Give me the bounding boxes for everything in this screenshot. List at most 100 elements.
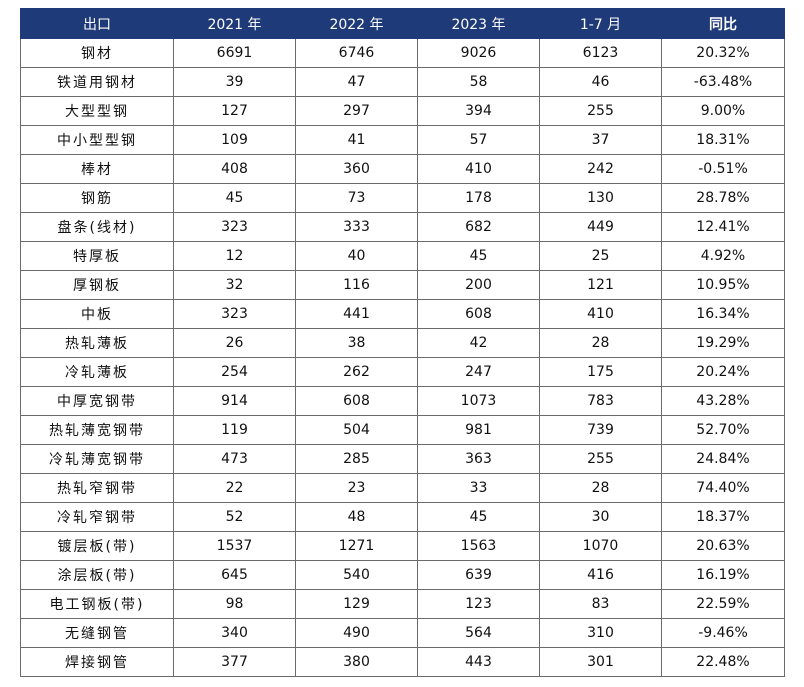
- table-row: 镀层板(带) 1537 1271 1563 1070 20.63%: [20, 531, 785, 561]
- cell-jan-jul: 46: [539, 67, 662, 97]
- table-row: 热轧薄板 26 38 42 28 19.29%: [20, 328, 785, 358]
- cell-product: 电工钢板(带): [20, 589, 174, 619]
- cell-jan-jul: 783: [539, 386, 662, 416]
- cell-product: 大型型钢: [20, 96, 174, 126]
- cell-2023: 178: [417, 183, 540, 213]
- cell-jan-jul: 255: [539, 96, 662, 126]
- cell-2021: 408: [173, 154, 296, 184]
- cell-product: 冷轧窄钢带: [20, 502, 174, 532]
- cell-2022: 504: [295, 415, 418, 445]
- cell-product: 厚钢板: [20, 270, 174, 300]
- cell-jan-jul: 242: [539, 154, 662, 184]
- cell-2023: 443: [417, 647, 540, 677]
- cell-2022: 23: [295, 473, 418, 503]
- cell-yoy: 28.78%: [661, 183, 785, 213]
- cell-2022: 333: [295, 212, 418, 242]
- cell-2021: 127: [173, 96, 296, 126]
- cell-product: 冷轧薄板: [20, 357, 174, 387]
- cell-2023: 682: [417, 212, 540, 242]
- cell-2021: 22: [173, 473, 296, 503]
- cell-2023: 247: [417, 357, 540, 387]
- table-row: 大型型钢 127 297 394 255 9.00%: [20, 96, 785, 126]
- cell-product: 热轧窄钢带: [20, 473, 174, 503]
- cell-product: 热轧薄板: [20, 328, 174, 358]
- table-row: 中小型型钢 109 41 57 37 18.31%: [20, 125, 785, 155]
- table-row: 厚钢板 32 116 200 121 10.95%: [20, 270, 785, 300]
- cell-2022: 285: [295, 444, 418, 474]
- cell-jan-jul: 255: [539, 444, 662, 474]
- cell-2023: 57: [417, 125, 540, 155]
- cell-product: 涂层板(带): [20, 560, 174, 590]
- cell-2023: 639: [417, 560, 540, 590]
- cell-2023: 410: [417, 154, 540, 184]
- cell-yoy: 24.84%: [661, 444, 785, 474]
- cell-2023: 564: [417, 618, 540, 648]
- cell-2022: 441: [295, 299, 418, 329]
- cell-2022: 380: [295, 647, 418, 677]
- cell-2023: 981: [417, 415, 540, 445]
- cell-2021: 1537: [173, 531, 296, 561]
- cell-yoy: 52.70%: [661, 415, 785, 445]
- header-row: 出口 2021 年 2022 年 2023 年 1-7 月 同比: [20, 8, 785, 39]
- table-row: 热轧窄钢带 22 23 33 28 74.40%: [20, 473, 785, 503]
- cell-2021: 323: [173, 299, 296, 329]
- cell-yoy: 18.31%: [661, 125, 785, 155]
- cell-2022: 129: [295, 589, 418, 619]
- steel-export-table: 出口 2021 年 2022 年 2023 年 1-7 月 同比 钢材 6691 6…: [20, 8, 785, 677]
- cell-jan-jul: 130: [539, 183, 662, 213]
- cell-jan-jul: 416: [539, 560, 662, 590]
- cell-2022: 73: [295, 183, 418, 213]
- cell-2023: 45: [417, 241, 540, 271]
- cell-jan-jul: 1070: [539, 531, 662, 561]
- header-2023: 2023 年: [417, 8, 540, 39]
- cell-yoy: 20.63%: [661, 531, 785, 561]
- steel-export-table-container: 出口 2021 年 2022 年 2023 年 1-7 月 同比 钢材 6691 6…: [20, 8, 785, 677]
- cell-2022: 116: [295, 270, 418, 300]
- table-row: 冷轧薄宽钢带 473 285 363 255 24.84%: [20, 444, 785, 474]
- cell-yoy: 22.59%: [661, 589, 785, 619]
- cell-product: 焊接钢管: [20, 647, 174, 677]
- cell-product: 冷轧薄宽钢带: [20, 444, 174, 474]
- cell-2022: 262: [295, 357, 418, 387]
- cell-2022: 360: [295, 154, 418, 184]
- cell-yoy: 16.19%: [661, 560, 785, 590]
- cell-2021: 323: [173, 212, 296, 242]
- cell-2021: 473: [173, 444, 296, 474]
- cell-2023: 45: [417, 502, 540, 532]
- cell-product: 热轧薄宽钢带: [20, 415, 174, 445]
- cell-product: 无缝钢管: [20, 618, 174, 648]
- cell-yoy: 9.00%: [661, 96, 785, 126]
- table-row: 中厚宽钢带 914 608 1073 783 43.28%: [20, 386, 785, 416]
- cell-2023: 394: [417, 96, 540, 126]
- cell-yoy: 22.48%: [661, 647, 785, 677]
- cell-2023: 33: [417, 473, 540, 503]
- cell-2022: 540: [295, 560, 418, 590]
- cell-2022: 47: [295, 67, 418, 97]
- cell-2023: 1073: [417, 386, 540, 416]
- table-row: 无缝钢管 340 490 564 310 -9.46%: [20, 618, 785, 648]
- cell-jan-jul: 121: [539, 270, 662, 300]
- cell-yoy: 19.29%: [661, 328, 785, 358]
- cell-2023: 9026: [417, 38, 540, 68]
- cell-jan-jul: 28: [539, 473, 662, 503]
- cell-jan-jul: 30: [539, 502, 662, 532]
- cell-2023: 200: [417, 270, 540, 300]
- table-row: 冷轧薄板 254 262 247 175 20.24%: [20, 357, 785, 387]
- cell-2021: 52: [173, 502, 296, 532]
- table-row: 热轧薄宽钢带 119 504 981 739 52.70%: [20, 415, 785, 445]
- cell-2021: 254: [173, 357, 296, 387]
- table-body: 钢材 6691 6746 9026 6123 20.32% 铁道用钢材 39 47 58 46 -63…: [20, 38, 785, 677]
- cell-2022: 41: [295, 125, 418, 155]
- cell-product: 盘条(线材): [20, 212, 174, 242]
- cell-product: 镀层板(带): [20, 531, 174, 561]
- cell-jan-jul: 25: [539, 241, 662, 271]
- cell-jan-jul: 449: [539, 212, 662, 242]
- cell-2023: 363: [417, 444, 540, 474]
- cell-yoy: -0.51%: [661, 154, 785, 184]
- table-row: 棒材 408 360 410 242 -0.51%: [20, 154, 785, 184]
- cell-jan-jul: 83: [539, 589, 662, 619]
- table-row: 电工钢板(带) 98 129 123 83 22.59%: [20, 589, 785, 619]
- cell-2021: 39: [173, 67, 296, 97]
- cell-product: 中厚宽钢带: [20, 386, 174, 416]
- cell-2022: 490: [295, 618, 418, 648]
